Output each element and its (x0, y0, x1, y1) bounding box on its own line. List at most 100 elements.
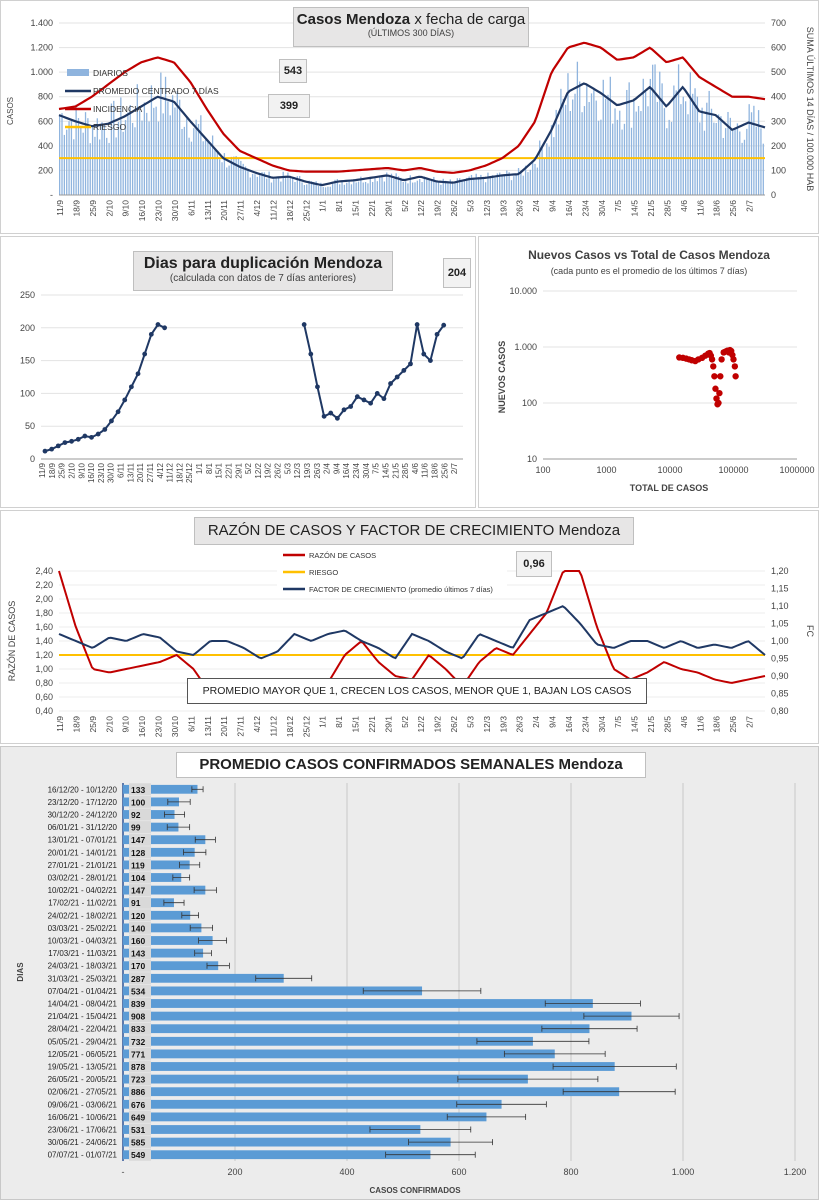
duplicacion-point (374, 391, 380, 396)
diarios-bar (91, 126, 94, 195)
diarios-bar (644, 91, 647, 195)
diarios-bar (628, 82, 630, 195)
diarios-bar (197, 123, 200, 195)
x-tick-label: 18/12 (285, 200, 295, 222)
bar (123, 847, 195, 857)
diarios-bar (369, 176, 371, 195)
value-label-bg (129, 997, 151, 1010)
diarios-bar (395, 173, 397, 195)
diarios-bar (619, 110, 621, 195)
value-label-bg (129, 1110, 151, 1123)
chart-duplicacion-title: Dias para duplicación Mendoza (143, 255, 383, 272)
diarios-bar (753, 105, 755, 195)
value-label-bg (129, 909, 151, 922)
x-tick-label: 16/10 (137, 200, 147, 222)
diarios-bar (470, 174, 473, 195)
value-label: 100 (131, 797, 145, 807)
diarios-bar (327, 186, 329, 195)
diarios-bar (228, 165, 230, 195)
x-tick-label: 27/11 (146, 462, 155, 482)
duplicacion-point (321, 413, 327, 419)
diarios-bar (336, 179, 338, 195)
diarios-bar (96, 118, 98, 195)
x-tick-label: 25/12 (301, 200, 311, 222)
diarios-bar (89, 143, 91, 195)
duplicacion-point (75, 436, 81, 442)
x-tick-label: 18/12 (285, 716, 295, 738)
diarios-bar (343, 184, 346, 195)
x-tick-label: 27/11 (236, 200, 246, 221)
category-label: 26/05/21 - 20/05/21 (48, 1075, 118, 1084)
duplicacion-point (69, 438, 74, 444)
y-tick-label: 1,00 (35, 664, 53, 674)
value-label: 886 (131, 1087, 145, 1097)
y-tick-label: 150 (20, 356, 35, 366)
duplicacion-point (42, 448, 48, 454)
diarios-bar (84, 112, 87, 195)
y-tick-label: 2,40 (35, 566, 53, 576)
diarios-bar (388, 176, 390, 195)
diarios-bar (70, 119, 73, 195)
diarios-bar (717, 114, 720, 195)
value-label: 91 (131, 898, 141, 908)
category-label: 17/02/21 - 11/02/21 (48, 899, 117, 908)
y2-tick-label: 500 (771, 67, 786, 77)
chart-duplicacion-subtitle: (calculada con datos de 7 días anteriore… (169, 273, 357, 284)
diarios-bar (61, 113, 63, 195)
bar (123, 860, 190, 870)
bar (123, 1112, 487, 1122)
duplicacion-point (414, 322, 420, 327)
diarios-bar (202, 141, 204, 195)
x-tick-label: 6/11 (117, 462, 126, 478)
diarios-bar (635, 111, 637, 195)
x-tick-label: 16/4 (564, 200, 574, 217)
value-label-bg (129, 783, 151, 796)
diarios-bar (682, 96, 684, 195)
diarios-bar (390, 173, 393, 195)
duplicacion-point (348, 404, 354, 409)
diarios-bar (673, 85, 675, 195)
value-label-bg (129, 959, 151, 972)
duplicacion-point (421, 351, 427, 357)
diarios-bar (661, 83, 663, 195)
value-label: 147 (131, 835, 145, 845)
value-label: 104 (131, 873, 145, 883)
chart-semanal-panel: - 200 400 600 800 1.000 1.200 CASOS CONFIRMADOS… (0, 746, 819, 1200)
diarios-bar (720, 116, 722, 195)
chart-title: Nuevos Casos vs Total de Casos Mendoza (528, 248, 770, 262)
diarios-bar (430, 179, 433, 195)
value-label: 649 (131, 1112, 145, 1122)
diarios-bar (329, 186, 331, 195)
value-label-bg (129, 808, 151, 821)
diarios-bar (230, 156, 233, 195)
diarios-bar (659, 71, 661, 195)
diarios-bar (291, 177, 294, 195)
diarios-bar (743, 139, 746, 195)
diarios-bar (529, 169, 531, 195)
diarios-bar (397, 176, 400, 195)
diarios-bar (341, 181, 343, 195)
value-label: 531 (131, 1125, 145, 1135)
x-tick-label: 12/3 (293, 462, 302, 478)
diarios-bar (113, 100, 115, 195)
diarios-bar (555, 109, 557, 195)
diarios-bar (139, 110, 141, 195)
diarios-bar (482, 178, 484, 195)
diarios-bar (640, 111, 642, 195)
value-label: 170 (131, 961, 145, 971)
chart-razon-title: RAZÓN DE CASOS Y FACTOR DE CRECIMIENTO M… (207, 522, 621, 539)
diarios-bar (306, 184, 308, 195)
diarios-bar (736, 123, 739, 195)
bar (123, 948, 204, 958)
y-tick-label: 1.200 (30, 43, 53, 53)
x-tick-label: - (122, 1167, 125, 1177)
y-tick-label: 2,00 (35, 594, 53, 604)
x-tick-label: 23/4 (352, 462, 361, 478)
x-tick-label: 29/1 (234, 462, 243, 478)
diarios-bar (510, 180, 513, 195)
duplicacion-point (62, 440, 68, 445)
category-label: 24/02/21 - 18/02/21 (48, 911, 118, 920)
value-label: 140 (131, 923, 145, 933)
diarios-bar (546, 143, 548, 195)
diarios-bar (604, 98, 607, 195)
